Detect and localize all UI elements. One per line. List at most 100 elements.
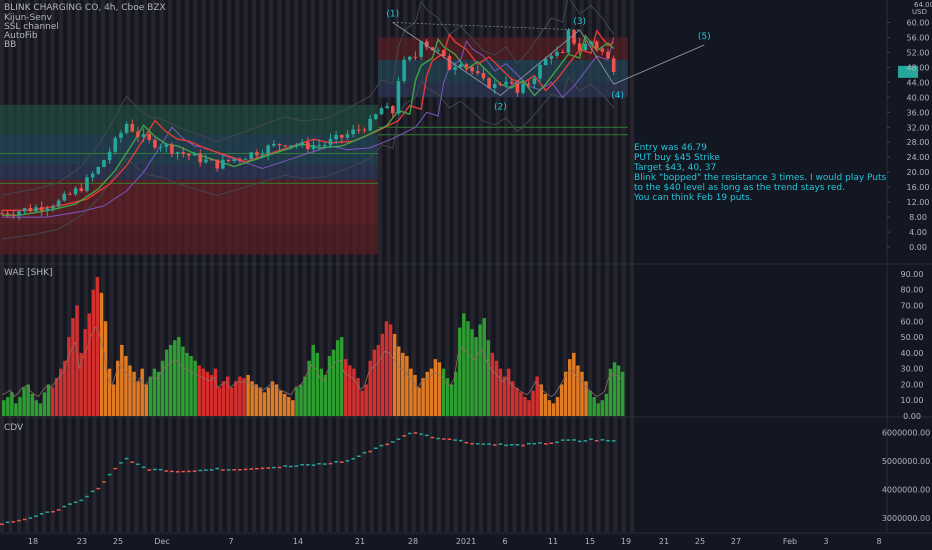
wae-bar xyxy=(197,365,201,416)
candle-body xyxy=(130,123,135,132)
note-line: Target $43, 40, 37 xyxy=(634,163,717,173)
fib-band xyxy=(0,179,378,225)
price-tick-label: 20.00 xyxy=(907,168,930,177)
wae-bar xyxy=(140,368,144,416)
session-stripe xyxy=(268,0,273,532)
wae-bar xyxy=(144,384,148,416)
session-stripe xyxy=(470,0,475,532)
wae-explosion-line xyxy=(1,326,622,398)
candle-body xyxy=(374,114,378,119)
session-stripe xyxy=(562,0,567,532)
price-tick-label: 28.00 xyxy=(907,138,930,147)
last-price-marker xyxy=(898,65,918,78)
wae-bar xyxy=(543,393,548,416)
wae-bar xyxy=(576,365,580,416)
wae-bar xyxy=(225,376,230,416)
candle-body xyxy=(447,56,452,70)
candle-body xyxy=(300,142,304,146)
wae-bar xyxy=(54,378,59,416)
wae-bar xyxy=(185,352,189,416)
wae-bar xyxy=(352,368,356,416)
wae-bar xyxy=(405,356,409,416)
cdv-candle xyxy=(606,439,610,442)
cdv-candle xyxy=(419,433,423,435)
wae-bar xyxy=(238,376,242,416)
wae-bar xyxy=(2,400,6,416)
candle-body xyxy=(11,214,16,216)
cdv-candle xyxy=(577,440,582,443)
candle-body xyxy=(323,144,327,146)
cdv-candle xyxy=(283,465,287,467)
cdv-candle xyxy=(385,443,389,446)
cdv-candle xyxy=(147,469,152,471)
candle-body xyxy=(221,159,225,169)
candle-body xyxy=(255,152,259,156)
wae-bar xyxy=(209,374,214,416)
candle-body xyxy=(424,41,429,48)
candle-body xyxy=(509,81,514,84)
candle-body xyxy=(136,131,140,137)
wae-bar xyxy=(246,374,250,416)
wae-bar xyxy=(38,403,43,416)
cdv-candle xyxy=(181,470,186,473)
wae-bar xyxy=(168,344,173,416)
session-stripe xyxy=(235,0,240,532)
session-stripe xyxy=(226,0,231,532)
cdv-candle xyxy=(277,466,282,469)
session-stripe xyxy=(252,0,257,532)
session-stripe xyxy=(378,0,383,532)
session-stripe xyxy=(478,0,483,532)
cdv-candle xyxy=(362,451,367,454)
candle-body xyxy=(175,152,180,154)
wae-bar xyxy=(103,321,108,416)
wae-bar xyxy=(132,371,136,416)
cdv-candle xyxy=(379,444,384,447)
cdv-candle xyxy=(119,462,123,464)
candle-body xyxy=(600,48,605,52)
session-stripe xyxy=(302,0,307,532)
cdv-candle xyxy=(402,435,406,437)
session-stripe xyxy=(142,0,147,532)
cdv-candle xyxy=(170,470,174,473)
wae-bar xyxy=(181,346,185,416)
wae-bar xyxy=(348,365,352,416)
candle-body xyxy=(153,139,157,148)
candle-body xyxy=(357,129,361,131)
candle-body xyxy=(277,143,282,146)
wae-tick-label: 0.00 xyxy=(903,412,921,421)
cdv-candle xyxy=(175,471,180,473)
session-stripe xyxy=(369,0,374,532)
wae-bar xyxy=(409,368,413,416)
cdv-tick-label: 4000000.00 xyxy=(882,485,930,494)
candle-body xyxy=(515,83,520,93)
session-stripe xyxy=(495,0,500,532)
cdv-candle xyxy=(396,438,401,440)
wae-bar xyxy=(445,378,450,416)
candle-body xyxy=(209,159,214,161)
session-stripe xyxy=(294,0,299,532)
wae-bar xyxy=(502,376,507,416)
candle-body xyxy=(577,43,582,51)
session-stripe xyxy=(604,0,609,532)
wae-bar xyxy=(156,371,161,416)
candle-body xyxy=(73,188,78,195)
cdv-candle xyxy=(22,518,27,521)
wae-bar xyxy=(535,376,539,416)
candle-body xyxy=(5,213,10,215)
background-layer xyxy=(0,0,635,532)
wae-bar xyxy=(315,352,320,416)
candle-body xyxy=(124,123,129,133)
price-tick-label: 12.00 xyxy=(907,198,930,207)
wae-bar xyxy=(95,277,100,416)
wae-bar xyxy=(14,403,18,416)
candle-body xyxy=(379,108,384,115)
cdv-candle xyxy=(198,469,203,472)
cdv-candle xyxy=(102,481,106,483)
candle-body xyxy=(340,134,344,138)
session-stripe xyxy=(344,0,349,532)
wae-bar xyxy=(189,356,193,416)
candle-body xyxy=(504,81,508,85)
wae-bar xyxy=(413,374,417,416)
